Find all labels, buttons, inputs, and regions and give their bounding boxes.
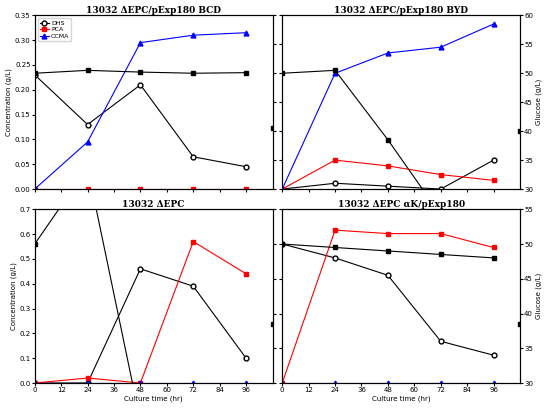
Y-axis label: Glucose (g/L): Glucose (g/L)	[536, 273, 543, 319]
Title: 13032 ΔEPC: 13032 ΔEPC	[122, 200, 185, 208]
Y-axis label: Concentration (g/L): Concentration (g/L)	[5, 68, 12, 136]
X-axis label: Culture time (hr): Culture time (hr)	[372, 396, 430, 402]
Title: 13032 ΔEPC αK/pExp180: 13032 ΔEPC αK/pExp180	[338, 200, 465, 208]
Title: 13032 ΔEPC/pExp180 BYD: 13032 ΔEPC/pExp180 BYD	[334, 6, 468, 15]
Y-axis label: Concentration (g/L): Concentration (g/L)	[10, 262, 16, 330]
Y-axis label: Glucose (g/L): Glucose (g/L)	[536, 79, 543, 125]
Title: 13032 ΔEPC/pExp180 BCD: 13032 ΔEPC/pExp180 BCD	[86, 6, 221, 15]
Legend: DHS, PCA, CCMA: DHS, PCA, CCMA	[38, 18, 71, 41]
X-axis label: Culture time (hr): Culture time (hr)	[124, 396, 183, 402]
